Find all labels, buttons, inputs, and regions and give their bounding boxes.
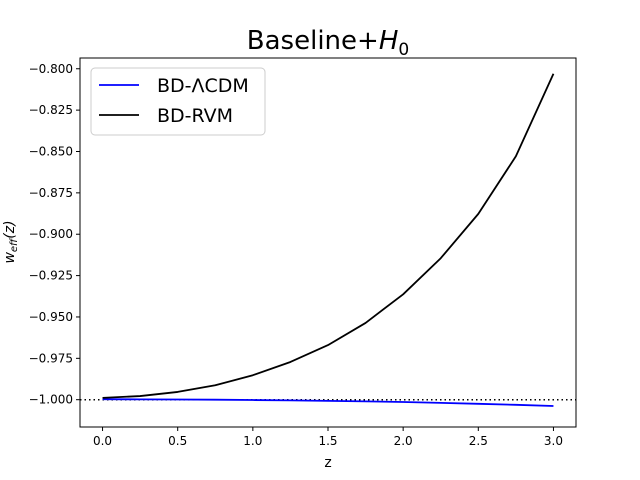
x-axis-label: z	[324, 455, 331, 471]
y-tick-label: −0.950	[29, 310, 73, 324]
chart-title-math: H	[379, 26, 399, 56]
y-tick-label: −1.000	[29, 393, 73, 407]
legend-label-bd-rvm: BD-RVM	[157, 105, 233, 127]
chart-title-math-sub: 0	[398, 40, 409, 60]
chart-title-text: Baseline+	[247, 26, 379, 56]
y-tick-label: −0.875	[29, 186, 73, 200]
y-axis-label-sub: eff	[9, 237, 20, 252]
y-tick-label: −0.825	[29, 103, 73, 117]
x-tick-label: 2.0	[394, 434, 413, 448]
chart-title: Baseline+H0	[247, 26, 409, 60]
y-tick-label: −0.900	[29, 227, 73, 241]
y-axis-label-symbol: w	[2, 252, 18, 264]
series-line-bd-lcdm	[102, 398, 554, 407]
legend: BD-ΛCDM BD-RVM	[90, 67, 266, 136]
x-axis: 0.0 0.5 1.0 1.5 2.0 2.5 3.0	[93, 427, 563, 448]
x-tick-label: 0.5	[168, 434, 187, 448]
y-axis: −1.000 −0.975 −0.950 −0.925 −0.900 −0.875 −0.8…	[29, 62, 80, 407]
x-tick-label: 1.5	[318, 434, 337, 448]
y-tick-label: −0.850	[29, 144, 73, 158]
y-tick-label: −0.800	[29, 62, 73, 76]
y-tick-label: −0.975	[29, 351, 73, 365]
y-axis-label-arg: (z)	[2, 220, 18, 238]
x-tick-label: 3.0	[544, 434, 563, 448]
legend-label-bd-lcdm: BD-ΛCDM	[157, 75, 249, 97]
series-line-bd-rvm	[102, 73, 555, 399]
y-axis-label: weff(z)	[2, 220, 20, 263]
series-layer	[102, 73, 555, 407]
y-tick-label: −0.925	[29, 269, 73, 283]
x-tick-label: 2.5	[469, 434, 488, 448]
x-tick-label: 0.0	[93, 434, 112, 448]
x-tick-label: 1.0	[243, 434, 262, 448]
